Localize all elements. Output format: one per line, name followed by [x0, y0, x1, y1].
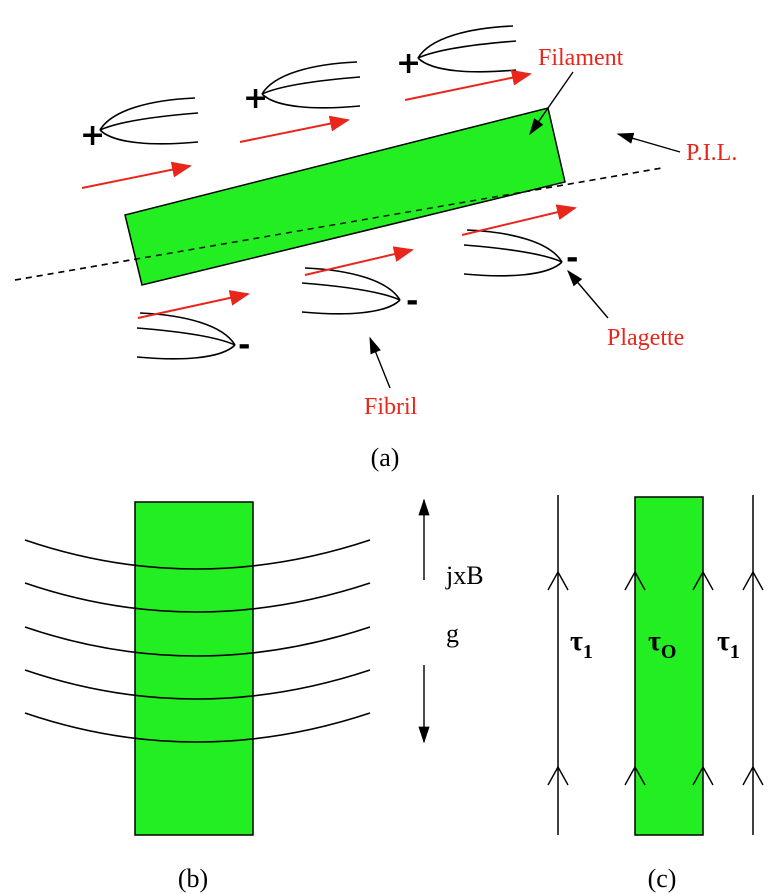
fibril — [100, 98, 198, 144]
fibril — [464, 230, 562, 276]
force-label: g — [446, 619, 459, 648]
polarity: - — [238, 328, 250, 363]
plagette-label: Plagette — [607, 325, 684, 351]
polarity: + — [396, 46, 421, 81]
fibril — [262, 62, 360, 108]
fibril — [302, 268, 400, 314]
subscript: 1 — [583, 641, 593, 663]
panel-a: + + + - - - Filament P.I.L. Plagette Fib… — [15, 26, 737, 472]
polarity: - — [406, 284, 418, 319]
fibril-label: Fibril — [364, 394, 418, 420]
filament-label: Filament — [538, 45, 624, 71]
panel-label: (a) — [371, 443, 400, 472]
panel-label: (b) — [178, 864, 208, 893]
filament — [135, 502, 253, 835]
panel-c: τ1 τO τ1 (c) — [548, 495, 763, 893]
panel-label: (c) — [648, 864, 677, 893]
polarity: + — [80, 118, 105, 153]
subscript: 1 — [730, 641, 740, 663]
fibril — [418, 26, 516, 72]
filament — [125, 108, 565, 285]
region-label: τ1 — [717, 626, 740, 663]
tau: τ — [648, 626, 661, 657]
tau: τ — [717, 626, 730, 657]
panel-b: jxB g (b) — [25, 500, 484, 893]
pil-label: P.I.L. — [686, 140, 737, 166]
force-label: jxB — [445, 561, 484, 590]
subscript: O — [661, 641, 677, 663]
region-label: τ1 — [570, 626, 593, 663]
fibril — [137, 313, 235, 359]
polarity: + — [243, 81, 268, 116]
diagram: + + + - - - Filament P.I.L. Plagette Fib… — [0, 0, 769, 894]
polarity: - — [566, 241, 578, 276]
tau: τ — [570, 626, 583, 657]
